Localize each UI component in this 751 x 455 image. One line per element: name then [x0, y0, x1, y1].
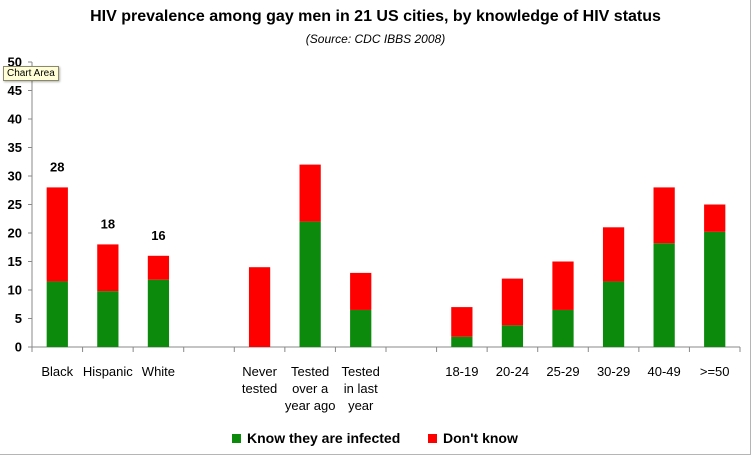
y-tick-label: 45 — [8, 83, 22, 98]
x-tick-label: Never — [242, 364, 277, 379]
x-tick-label: White — [142, 364, 175, 379]
chart-area-tooltip: Chart Area — [3, 66, 59, 81]
x-tick-label: in last — [344, 381, 378, 396]
data-label: 28 — [50, 159, 64, 174]
bar-segment-dont-know — [704, 204, 726, 232]
bar-segment-dont-know — [552, 261, 574, 310]
x-tick-label: tested — [242, 381, 277, 396]
bar-segment-know — [552, 309, 574, 347]
x-tick-label: Tested — [342, 364, 380, 379]
x-tick-label: >=50 — [700, 364, 730, 379]
bar-segment-know — [451, 336, 473, 347]
bar-segment-know — [501, 325, 524, 347]
x-tick-label: year — [348, 398, 374, 413]
x-tick-label: 40-49 — [648, 364, 681, 379]
bar-segment-dont-know — [350, 272, 372, 310]
y-tick-label: 15 — [8, 254, 22, 269]
chart-subtitle: (Source: CDC IBBS 2008) — [305, 32, 446, 46]
bar-segment-dont-know — [46, 187, 68, 282]
data-label: 16 — [151, 228, 165, 243]
bar-segment-dont-know — [501, 278, 524, 326]
bar-segment-know — [147, 279, 170, 347]
x-tick-label: 30-29 — [597, 364, 630, 379]
x-tick-label: over a — [292, 381, 329, 396]
x-tick-label: 20-24 — [496, 364, 529, 379]
x-tick-label: year ago — [285, 398, 336, 413]
bar-segment-know — [97, 291, 119, 347]
bar-segment-dont-know — [653, 187, 675, 244]
x-tick-label: 18-19 — [445, 364, 478, 379]
legend-item-dont-know: Don't know — [428, 430, 518, 446]
y-tick-label: 20 — [8, 226, 22, 241]
bar-segment-dont-know — [147, 255, 170, 280]
y-tick-label: 35 — [8, 140, 22, 155]
bar-segment-know — [299, 221, 321, 347]
bar-segment-know — [350, 309, 372, 347]
bar-segment-know — [653, 243, 675, 347]
plot-svg: 0 5 10 15 20 25 30 35 40 45 50 28 Black 18 Hispanic 16 W… — [8, 55, 741, 413]
x-tick-label: Tested — [291, 364, 329, 379]
y-tick-label: 40 — [8, 112, 22, 127]
legend-swatch-dont-know — [428, 433, 437, 443]
x-tick-label: 25-29 — [546, 364, 579, 379]
y-tick-label: 0 — [15, 340, 22, 355]
y-tick-label: 25 — [8, 197, 22, 212]
bar-segment-know — [602, 281, 625, 347]
legend-label-dont-know: Don't know — [443, 430, 518, 446]
bar-segment-dont-know — [451, 307, 473, 337]
bar-segment-know — [704, 231, 726, 347]
bar-segment-dont-know — [97, 244, 119, 292]
bar-segment-know — [46, 281, 68, 347]
legend-item-know: Know they are infected — [232, 430, 400, 446]
y-tick-label: 30 — [8, 169, 22, 184]
legend-swatch-know — [232, 433, 241, 443]
y-tick-label: 50 — [8, 55, 22, 70]
bar-segment-dont-know — [248, 267, 271, 347]
y-tick-label: 5 — [15, 311, 22, 326]
chart-title: HIV prevalence among gay men in 21 US ci… — [90, 8, 661, 25]
data-label: 18 — [101, 216, 115, 231]
bar-segment-dont-know — [602, 227, 625, 282]
legend-label-know: Know they are infected — [247, 430, 401, 446]
x-tick-label: Black — [41, 364, 73, 379]
bar-segment-dont-know — [299, 164, 321, 222]
y-tick-label: 10 — [8, 283, 22, 298]
x-tick-label: Hispanic — [83, 364, 133, 379]
